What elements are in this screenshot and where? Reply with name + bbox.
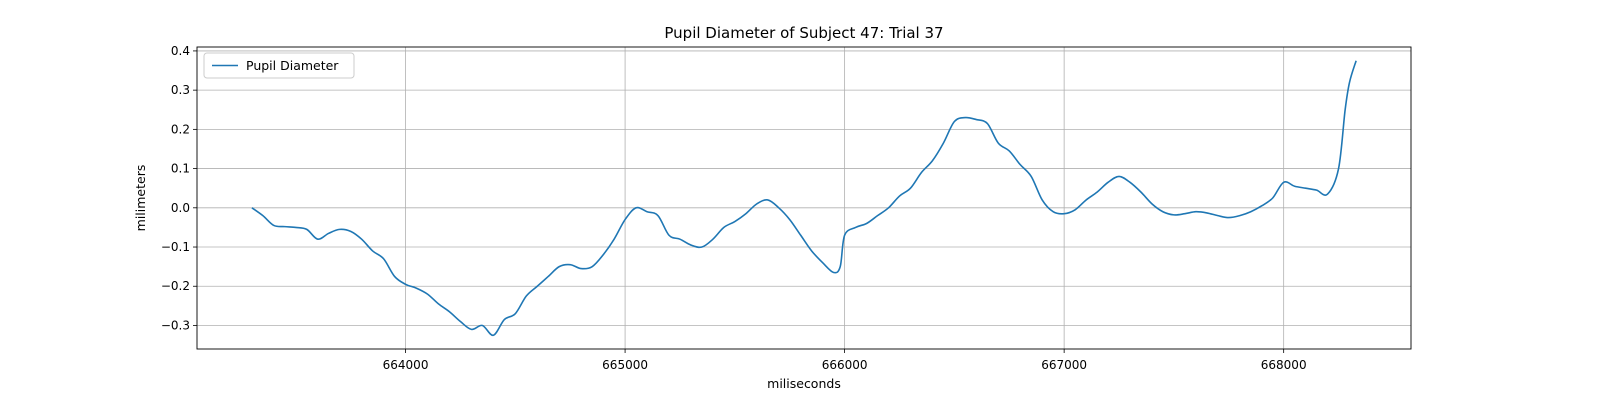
legend-label: Pupil Diameter [246,58,339,73]
y-tick-label: 0.3 [171,83,190,97]
x-tick-label: 665000 [602,358,648,372]
axis-ticks: 664000 665000 666000 667000 668000 −0.3 −0.2 −0… [161,44,1307,372]
x-tick-label: 667000 [1041,358,1087,372]
legend-box [203,52,355,79]
x-tick-label: 664000 [383,358,429,372]
legend: Pupil Diameter [203,52,355,79]
y-tick-label: 0.1 [171,162,190,176]
grid-lines [197,47,1411,349]
y-tick-label: 0.0 [171,201,190,215]
y-axis-label: milimeters [133,165,148,232]
y-tick-label: −0.1 [161,240,190,254]
plot-area-frame [196,46,1412,350]
y-tick-label: −0.2 [161,279,190,293]
y-tick-label: −0.3 [161,318,190,332]
series-line-pupil-diameter [251,60,1357,337]
y-tick-label: 0.2 [171,122,190,136]
y-tick-label: 0.4 [171,44,190,58]
chart-title: Pupil Diameter of Subject 47: Trial 37 [664,24,943,42]
x-tick-label: 668000 [1261,358,1307,372]
x-axis-label: miliseconds [767,376,841,391]
x-tick-label: 666000 [822,358,868,372]
series-group [251,60,1357,337]
